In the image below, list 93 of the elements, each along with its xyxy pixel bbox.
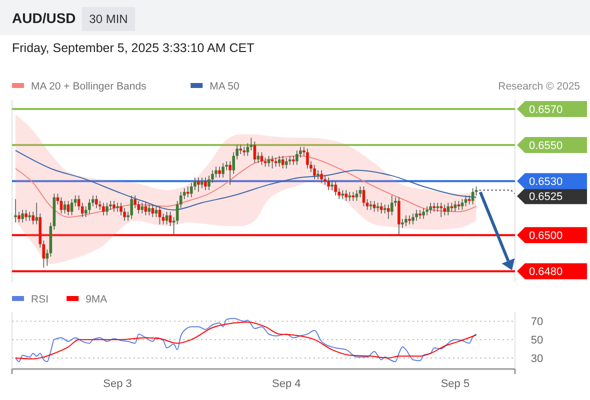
candlestick	[415, 210, 418, 222]
candlestick	[186, 186, 190, 198]
candlestick	[412, 213, 414, 225]
candlestick	[386, 204, 390, 220]
candlestick	[436, 202, 440, 212]
candlestick	[440, 202, 443, 218]
candlestick	[102, 202, 105, 216]
candlestick	[42, 240, 46, 268]
candlestick	[46, 249, 49, 266]
ref-line-label: 0.6570	[529, 104, 563, 116]
legend-label: MA 20 + Bollinger Bands	[31, 80, 146, 92]
candlestick	[292, 155, 295, 166]
ref-line-label: 0.6500	[529, 230, 563, 242]
candlestick	[63, 200, 66, 214]
candlestick	[218, 166, 221, 178]
candlestick	[429, 202, 432, 214]
candlestick	[270, 155, 274, 169]
candlestick	[130, 195, 133, 220]
text: 30 MIN	[89, 12, 128, 26]
candlestick	[222, 162, 224, 178]
candlestick	[106, 202, 108, 216]
x-tick-label: Sep 5	[440, 378, 470, 390]
text: Research © 2025	[498, 80, 580, 92]
x-tick-label: Sep 3	[103, 378, 132, 390]
candlestick	[21, 210, 24, 223]
candlestick	[140, 202, 144, 214]
candlestick	[355, 190, 358, 202]
candlestick	[390, 195, 394, 216]
candlestick	[352, 192, 355, 202]
candlestick	[468, 195, 471, 205]
candlestick	[281, 155, 284, 169]
candlestick	[95, 195, 98, 209]
annotation: 0.6525	[529, 191, 563, 204]
candlestick	[197, 177, 200, 192]
candlestick	[341, 190, 344, 200]
y-tick-label: 50	[530, 334, 544, 347]
candlestick	[172, 216, 176, 236]
candlestick	[330, 180, 334, 190]
candlestick	[228, 160, 232, 186]
y-tick-label: 70	[530, 316, 544, 328]
candlestick	[404, 214, 408, 227]
candlestick	[182, 188, 186, 200]
candlestick	[296, 150, 298, 166]
candlestick	[422, 208, 425, 220]
candlestick	[28, 211, 31, 222]
candlestick	[426, 206, 428, 216]
candlestick	[242, 146, 246, 156]
legend-label: MA 50	[210, 80, 240, 92]
legend-label: RSI	[31, 294, 49, 306]
candlestick	[398, 196, 400, 236]
chart-subtitle: Friday, September 5, 2025 3:33:10 AM CET	[12, 41, 255, 55]
candlestick	[88, 198, 91, 214]
candlestick	[35, 202, 38, 225]
candlestick	[116, 202, 119, 212]
candlestick	[306, 148, 309, 169]
x-tick-label: Sep 4	[272, 378, 301, 390]
legend-label: 9MA	[86, 294, 108, 306]
candlestick	[316, 170, 320, 180]
chart-title: AUD/USD	[12, 10, 76, 26]
candlestick	[77, 195, 80, 210]
candlestick	[250, 137, 253, 151]
candlestick	[112, 200, 116, 212]
candlestick	[239, 144, 242, 154]
candlestick	[151, 204, 154, 218]
ref-line-label: 0.6530	[529, 176, 563, 188]
ref-line-label: 0.6550	[529, 140, 563, 152]
candlestick	[401, 218, 404, 228]
candlestick	[474, 186, 478, 196]
candlestick	[253, 141, 256, 164]
candlestick	[246, 142, 250, 156]
ref-line-label: 0.6480	[529, 266, 563, 278]
candlestick	[334, 180, 338, 196]
candlestick	[369, 200, 372, 210]
candlestick	[344, 190, 348, 202]
candlestick	[313, 164, 316, 180]
candlestick	[460, 198, 464, 210]
candlestick	[383, 204, 386, 214]
candlestick	[432, 202, 436, 212]
candlestick	[260, 152, 264, 166]
candlestick	[457, 200, 460, 210]
candlestick	[348, 192, 352, 202]
candlestick	[327, 177, 330, 190]
y-tick-label: 30	[530, 352, 544, 365]
candlestick	[288, 155, 292, 166]
candlestick	[204, 177, 207, 190]
candlestick	[366, 198, 369, 210]
candlestick	[418, 210, 422, 220]
candlestick	[320, 170, 323, 184]
candlestick	[284, 157, 288, 169]
candlestick	[408, 214, 411, 225]
candlestick	[200, 177, 204, 189]
candlestick	[24, 210, 28, 222]
candlestick	[14, 198, 17, 223]
